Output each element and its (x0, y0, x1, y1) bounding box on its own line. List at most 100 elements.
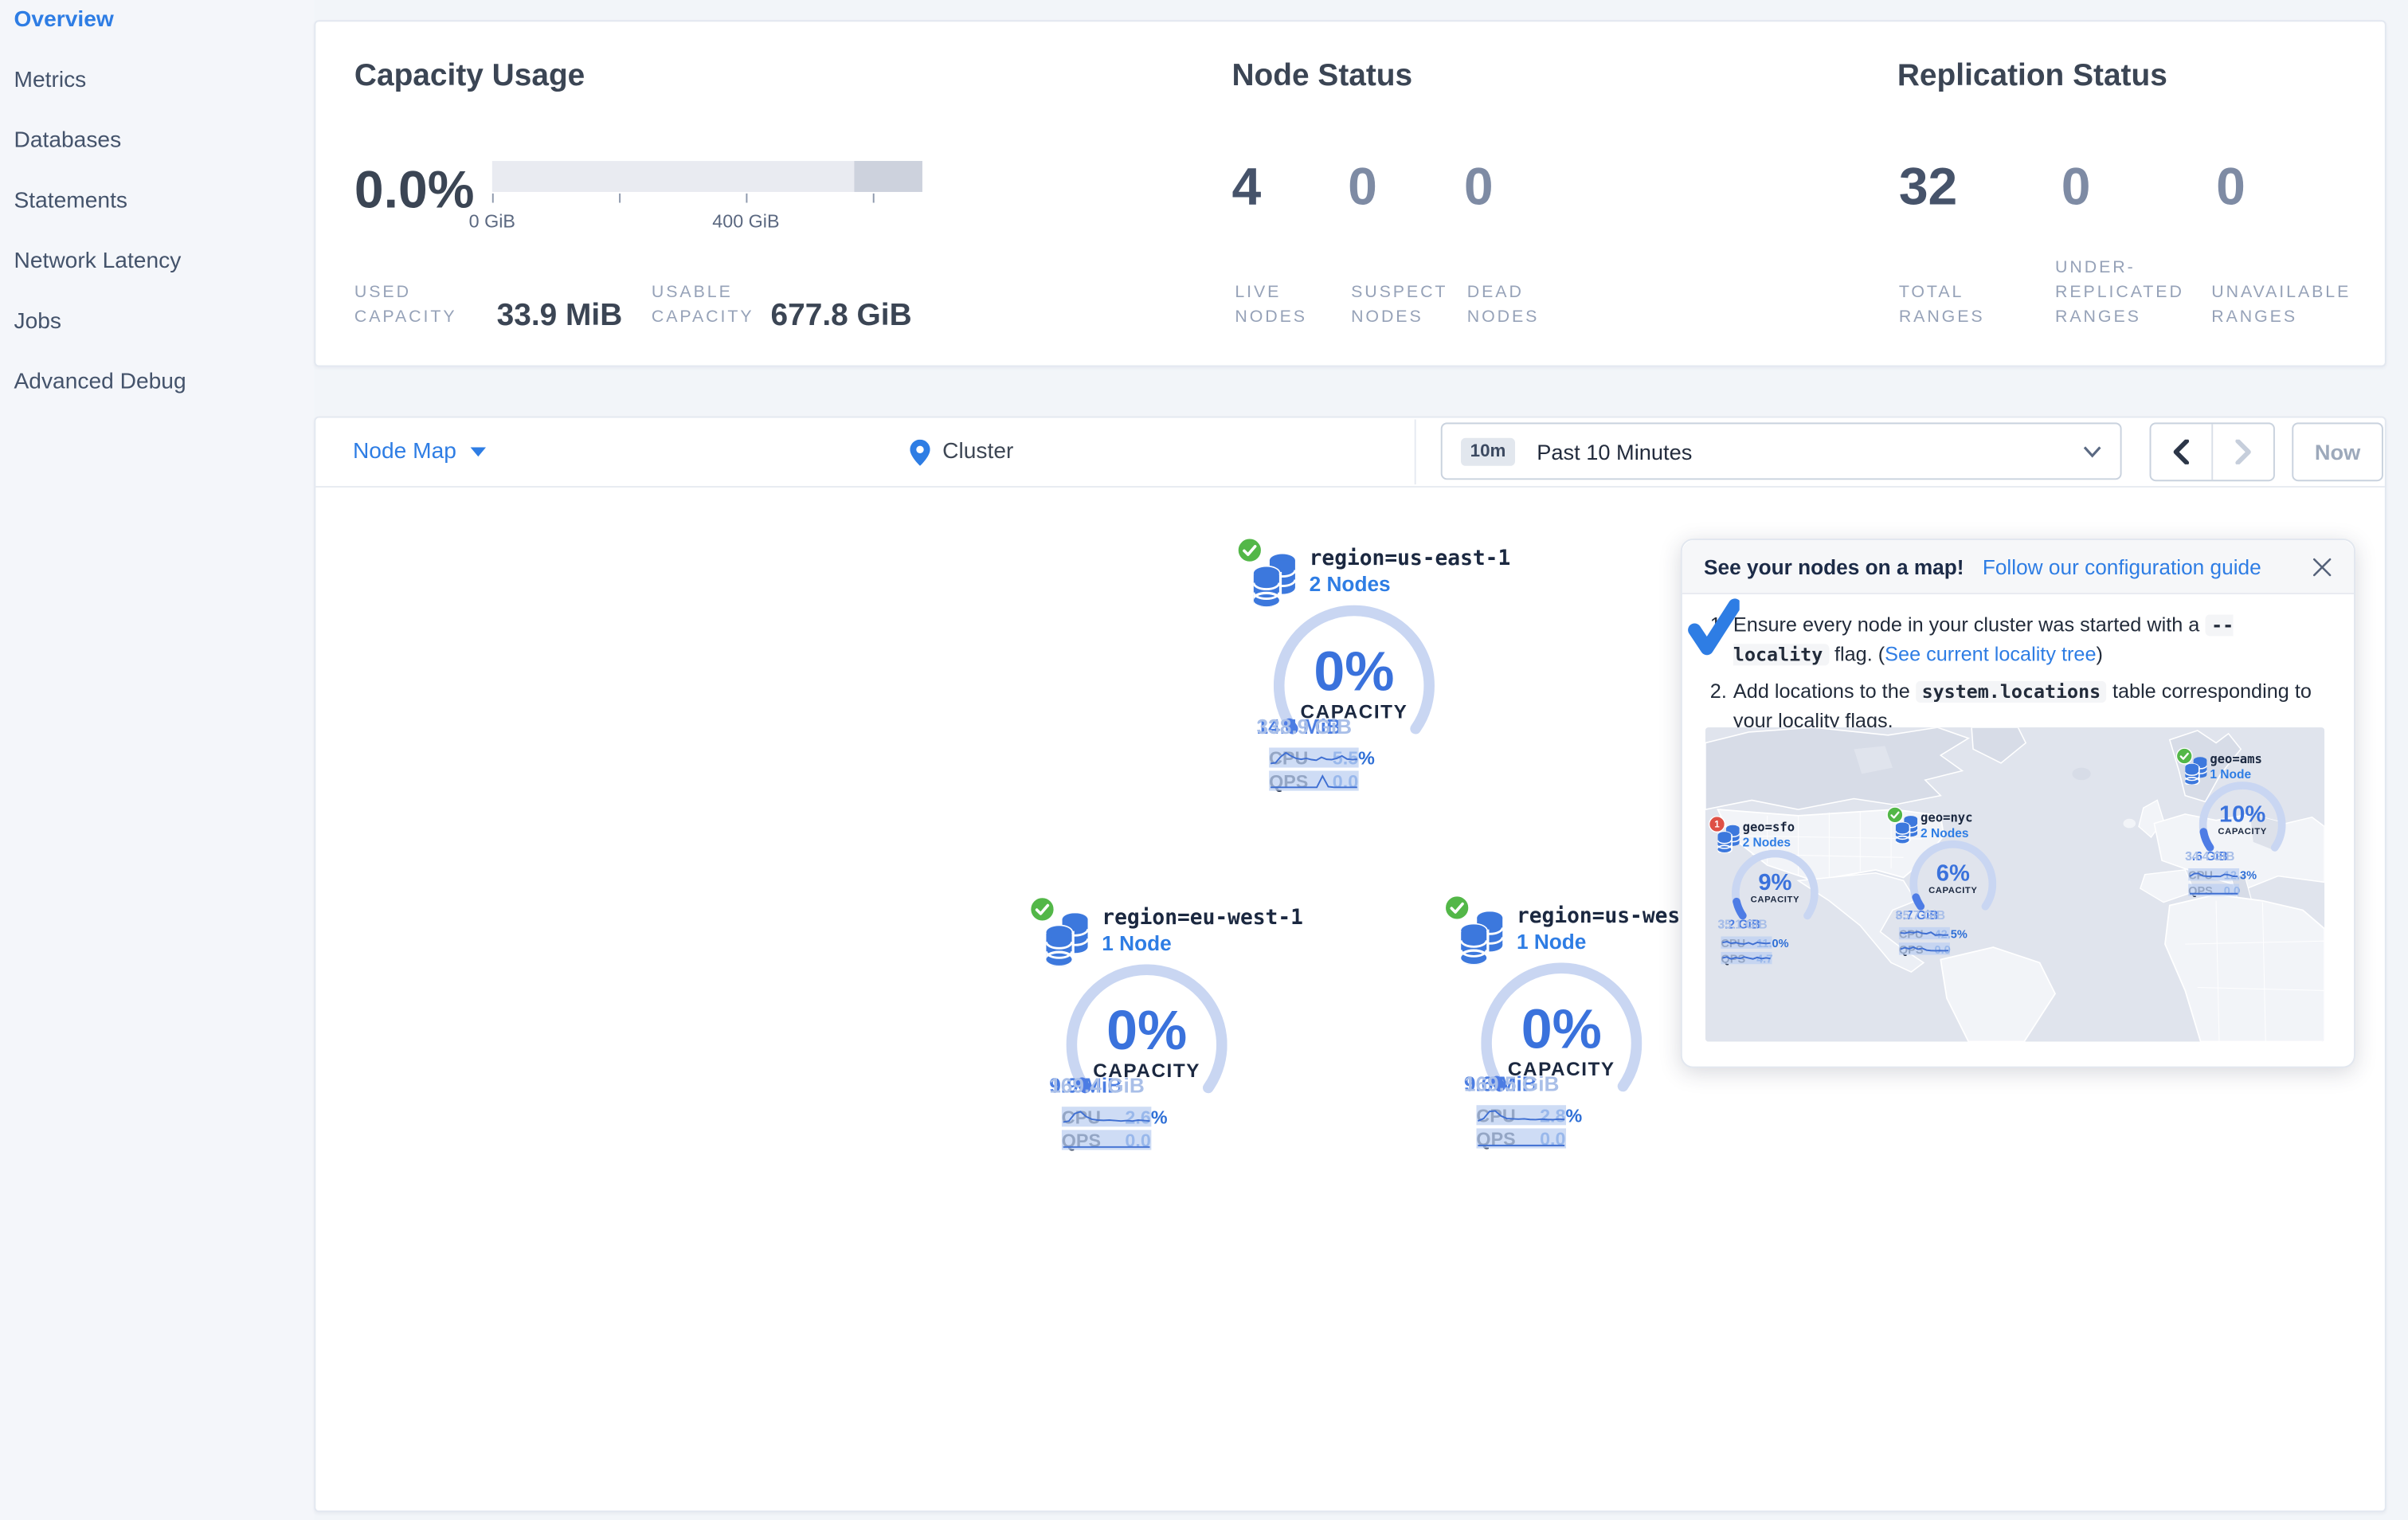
cpu-sparkline (1269, 747, 1359, 768)
step-number: 2. (1709, 679, 1727, 703)
capacity-axis-tick (491, 193, 494, 203)
qps-metric-row: QPS 0.0 (1898, 942, 2022, 956)
qps-sparkline (1721, 951, 1772, 965)
usable-value: 34.4 GiB (2185, 849, 2235, 864)
gauge-percent: 0% (1106, 998, 1188, 1062)
replication-status-title: Replication Status (1897, 58, 2167, 93)
node-map-toolbar: Node Map Cluster 10m Past 10 Minutes (315, 418, 2385, 488)
next-time-window-button[interactable] (2213, 424, 2273, 480)
close-icon[interactable] (2312, 556, 2332, 576)
breadcrumb-cluster-label[interactable]: Cluster (942, 439, 1014, 464)
locality-tree-link[interactable]: See current locality tree (1885, 641, 2097, 666)
chevron-down-icon (470, 447, 486, 457)
cpu-sparkline (1476, 1105, 1567, 1126)
under-replicated-ranges-label: UNDER-REPLICATED RANGES (2055, 258, 2184, 327)
time-range-badge: 10m (1461, 437, 1516, 465)
node-count-link[interactable]: 2 Nodes (1921, 826, 1969, 840)
gauge-capacity-label: CAPACITY (1093, 1060, 1201, 1083)
sidebar-item-metrics[interactable]: Metrics (14, 68, 87, 93)
sidebar-item-network-latency[interactable]: Network Latency (14, 249, 182, 274)
cpu-sparkline (1898, 926, 1950, 940)
node-count-link[interactable]: 2 Nodes (1742, 836, 1791, 850)
view-selector-dropdown[interactable]: Node Map (353, 418, 486, 486)
capacity-gauge: 0% CAPACITY (1066, 964, 1227, 1125)
node-count-link[interactable]: 2 Nodes (1309, 572, 1391, 596)
time-window-nav (2149, 422, 2275, 482)
suspect-nodes-label: SUSPECT NODES (1351, 283, 1448, 327)
node-group-us-west-1[interactable]: region=us-west-1 1 Node 0% CAPACITY 9.6 … (1439, 893, 1733, 1156)
cpu-metric-row: CPU 2.6% (1061, 1106, 1310, 1127)
breadcrumb: Cluster (910, 418, 1013, 486)
map-node-group-ams[interactable]: geo=ams 1 Node 10% CAPACITY 3.6 GiB 34.4… (2175, 747, 2319, 902)
popup-header: See your nodes on a map! Follow our conf… (1682, 540, 2354, 595)
usable-capacity-value: 677.8 GiB (770, 298, 912, 333)
capacity-axis-label-400: 400 GiB (712, 210, 780, 233)
used-value: 9.6 MiB (1463, 1072, 1537, 1096)
capacity-gauge: 6% CAPACITY (1909, 840, 1997, 927)
node-group-eu-west-1[interactable]: region=eu-west-1 1 Node 0% CAPACITY 9.9 … (1024, 895, 1318, 1158)
sidebar-item-overview[interactable]: Overview (14, 7, 114, 33)
configuration-guide-link[interactable]: Follow our configuration guide (1982, 554, 2261, 578)
database-stack-icon (1717, 825, 1740, 853)
used-capacity-label: USED CAPACITY (354, 283, 457, 327)
cpu-metric-row: CPU 11.0% (1721, 935, 1844, 950)
capacity-axis-tick (872, 193, 875, 203)
under-replicated-ranges-count: 0 (2061, 158, 2091, 217)
qps-metric-row: QPS 0.0 (2188, 883, 2312, 897)
capacity-axis-tick (746, 193, 748, 203)
database-stack-icon (2185, 757, 2207, 785)
used-value: 3.6 GiB (2185, 849, 2228, 864)
map-node-group-nyc[interactable]: geo=nyc 2 Nodes 6% CAPACITY 3.7 GiB 65.7… (1886, 806, 2029, 961)
dead-nodes-label: DEAD NODES (1466, 283, 1540, 327)
popup-step: 1. Ensure every node in your cluster was … (1710, 611, 2329, 669)
total-ranges-label: TOTAL RANGES (1898, 283, 1985, 327)
cpu-sparkline (1721, 936, 1772, 949)
gauge-capacity-label: CAPACITY (1300, 701, 1408, 723)
time-range-label: Past 10 Minutes (1537, 438, 1693, 464)
gauge-percent: 0% (1521, 997, 1602, 1060)
qps-sparkline (1269, 770, 1359, 791)
database-stack-icon (1253, 554, 1296, 607)
step-complete-check-icon (1688, 598, 1740, 656)
gauge-capacity-label: CAPACITY (1507, 1058, 1615, 1081)
usable-value: 65.7 GiB (1895, 908, 1946, 923)
popup-title: See your nodes on a map! (1704, 554, 1964, 578)
gauge-percent: 10% (2218, 801, 2266, 829)
now-button[interactable]: Now (2292, 422, 2383, 482)
qps-metric-row: QPS 0.0 (1476, 1127, 1724, 1150)
cpu-metric-row: CPU 5.5% (1269, 746, 1517, 769)
used-value: 3.2 GiB (1717, 918, 1761, 932)
sidebar-item-databases[interactable]: Databases (14, 128, 122, 154)
cluster-summary-card: Capacity Usage 0.0% 0 GiB 400 GiB USED C… (314, 20, 2386, 367)
capacity-gauge: 10% CAPACITY (2199, 782, 2286, 868)
suspect-nodes-count: 0 (1348, 158, 1377, 217)
gauge-capacity-label: CAPACITY (1928, 887, 1978, 896)
map-pin-icon (910, 438, 930, 465)
node-map-card: Node Map Cluster 10m Past 10 Minutes (314, 416, 2386, 1513)
live-nodes-label: LIVE NODES (1235, 283, 1307, 327)
chevron-down-icon (2083, 445, 2101, 457)
cpu-metric-row: CPU 42.5% (1898, 926, 2022, 940)
map-node-group-sfo[interactable]: geo=sfo 2 Nodes 9% CAPACITY 3.2 GiB 35.1… (1709, 816, 1851, 970)
database-stack-icon (1461, 911, 1503, 965)
locality-name: geo=sfo (1742, 820, 1795, 835)
world-map-preview: geo=sfo 2 Nodes 9% CAPACITY 3.2 GiB 35.1… (1705, 727, 2325, 1042)
node-group-us-east-1[interactable]: region=us-east-1 2 Nodes 0% CAPACITY 14.… (1231, 535, 1525, 798)
node-count-link[interactable]: 1 Node (1516, 930, 1587, 954)
used-capacity-value: 33.9 MiB (496, 298, 623, 333)
sidebar-item-statements[interactable]: Statements (14, 189, 127, 214)
qps-sparkline (2188, 883, 2240, 896)
time-range-dropdown[interactable]: 10m Past 10 Minutes (1440, 422, 2122, 480)
previous-time-window-button[interactable] (2151, 424, 2214, 480)
used-value: 14.4 MiB (1256, 715, 1341, 738)
capacity-axis-tick (619, 193, 621, 203)
used-value: 9.9 MiB (1049, 1074, 1123, 1098)
node-count-link[interactable]: 1 Node (1102, 931, 1172, 955)
sidebar-item-advanced-debug[interactable]: Advanced Debug (14, 370, 186, 395)
qps-metric-row: QPS 4.7 (1721, 951, 1844, 965)
sidebar-item-jobs[interactable]: Jobs (14, 309, 62, 335)
node-count-link[interactable]: 1 Node (2210, 767, 2252, 782)
step-text: Ensure every node in your cluster was st… (1733, 613, 2234, 666)
sidebar: Overview Metrics Databases Statements Ne… (0, 0, 315, 1520)
